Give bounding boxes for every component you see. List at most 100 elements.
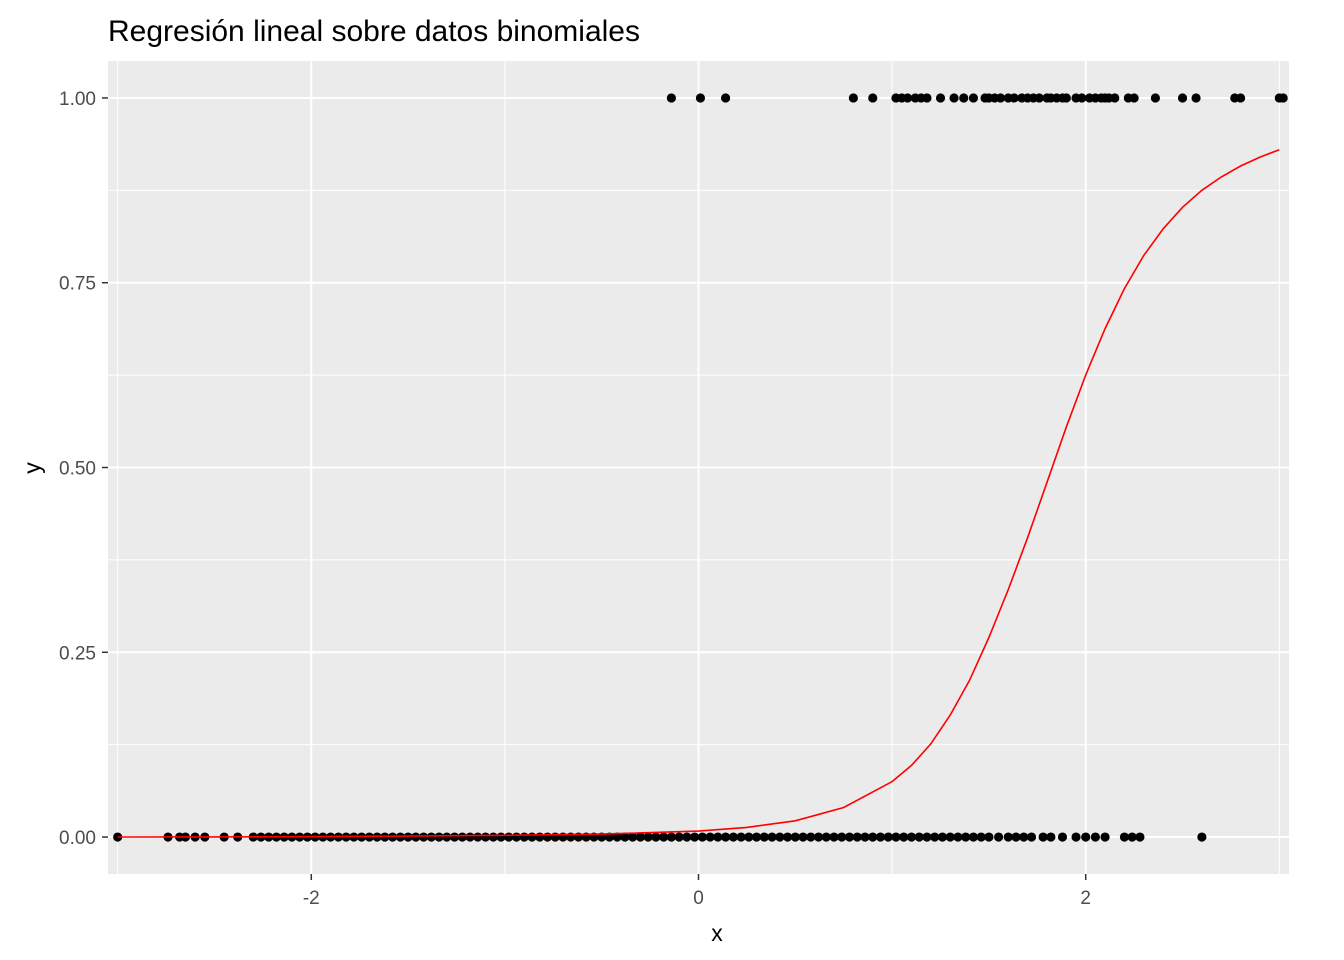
data-point — [1135, 832, 1145, 842]
data-point — [984, 832, 994, 842]
data-point — [995, 93, 1006, 103]
data-point — [1127, 832, 1137, 842]
data-point — [1061, 93, 1071, 103]
data-point — [628, 832, 638, 842]
data-point — [821, 832, 831, 842]
axes: -2 0 2 0.00 0.25 0.50 0.75 1.00 — [59, 89, 1091, 909]
data-point — [713, 832, 723, 842]
data-point — [1077, 93, 1087, 103]
grid-lines — [108, 61, 1289, 874]
data-point — [968, 93, 979, 103]
data-layer — [113, 93, 1288, 842]
data-point — [1046, 832, 1056, 842]
data-point — [1081, 832, 1091, 842]
data-point — [1129, 93, 1139, 103]
data-point — [1278, 93, 1288, 103]
y-tick-label: 0.00 — [59, 828, 96, 849]
chart-title: Regresión lineal sobre datos binomiales — [108, 15, 640, 48]
data-point — [813, 832, 824, 842]
data-point — [968, 832, 979, 842]
data-point — [1177, 93, 1188, 103]
data-point — [465, 832, 475, 842]
data-point — [659, 832, 669, 842]
data-point — [1191, 93, 1201, 103]
data-point — [113, 832, 123, 842]
data-point — [1011, 832, 1021, 842]
data-point — [959, 93, 969, 103]
data-point — [651, 832, 661, 842]
data-point — [935, 93, 946, 103]
data-point — [949, 93, 959, 103]
data-point — [953, 832, 963, 842]
data-point — [899, 832, 909, 842]
y-tick-label: 0.50 — [59, 459, 96, 480]
data-point — [790, 832, 800, 842]
y-tick-label: 0.25 — [59, 643, 96, 664]
data-point — [1197, 832, 1207, 842]
data-point — [604, 832, 615, 842]
data-point — [782, 832, 793, 842]
data-point — [860, 832, 870, 842]
data-point — [674, 832, 684, 842]
data-point — [403, 832, 413, 842]
data-point — [767, 832, 777, 842]
data-point — [1119, 832, 1130, 842]
data-point — [798, 832, 808, 842]
data-point — [643, 832, 653, 842]
data-point — [1009, 93, 1019, 103]
data-point — [744, 832, 754, 842]
data-point — [635, 832, 646, 842]
data-point — [1090, 832, 1100, 842]
data-point — [612, 832, 622, 842]
data-point — [620, 832, 630, 842]
x-tick-label: 0 — [693, 888, 704, 909]
data-point — [945, 832, 955, 842]
data-point — [829, 832, 839, 842]
fit-line — [117, 148, 1280, 838]
data-point — [837, 832, 847, 842]
data-point — [705, 832, 715, 842]
data-point — [457, 832, 467, 842]
data-point — [1003, 832, 1013, 842]
data-point — [930, 832, 940, 842]
data-point — [411, 832, 421, 842]
data-point — [883, 832, 893, 842]
data-point — [875, 832, 886, 842]
y-axis-title: y — [19, 462, 45, 474]
data-point — [1026, 832, 1037, 842]
data-point — [806, 832, 816, 842]
data-point — [388, 832, 398, 842]
data-point — [775, 832, 785, 842]
data-point — [1235, 93, 1246, 103]
data-point — [380, 832, 390, 842]
data-point — [418, 832, 429, 842]
data-point — [442, 832, 452, 842]
data-point — [848, 93, 858, 103]
data-point — [666, 93, 676, 103]
x-tick-label: 2 — [1080, 888, 1091, 909]
data-point — [426, 832, 436, 842]
data-point — [666, 832, 676, 842]
data-point — [721, 832, 731, 842]
x-tick-label: -2 — [303, 888, 320, 909]
data-point — [449, 832, 460, 842]
data-point — [1150, 93, 1161, 103]
data-point — [721, 93, 731, 103]
data-point — [891, 832, 901, 842]
data-point — [906, 832, 917, 842]
data-point — [395, 832, 405, 842]
data-point — [937, 832, 948, 842]
data-point — [695, 93, 706, 103]
data-point — [1057, 832, 1068, 842]
data-point — [852, 832, 862, 842]
data-point — [736, 832, 746, 842]
data-point — [976, 832, 986, 842]
data-point — [1110, 93, 1120, 103]
data-point — [922, 832, 932, 842]
y-tick-label: 0.75 — [59, 274, 96, 295]
data-point — [697, 832, 707, 842]
data-point — [993, 832, 1004, 842]
data-point — [682, 832, 692, 842]
data-point — [1034, 93, 1044, 103]
